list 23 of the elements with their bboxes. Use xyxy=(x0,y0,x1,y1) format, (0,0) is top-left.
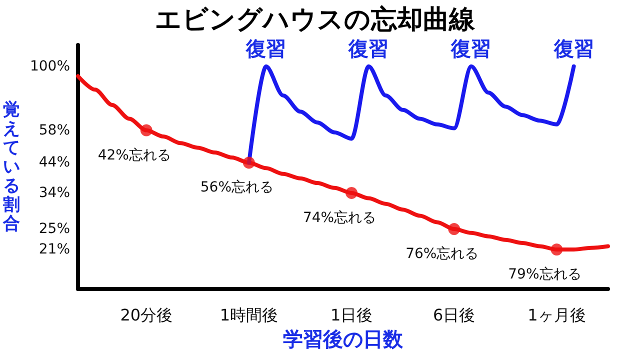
annotation: 42%忘れる xyxy=(98,146,171,164)
annotation: 56%忘れる xyxy=(200,178,274,196)
annotation: 79%忘れる xyxy=(508,266,582,283)
annotation: 復習 xyxy=(245,36,286,60)
y-tick-label: 44% xyxy=(38,154,70,171)
x-axis-title: 学習後の日数 xyxy=(283,327,404,351)
x-tick-label: 1ヶ月後 xyxy=(528,306,586,324)
x-tick-label: 20分後 xyxy=(120,306,173,324)
annotation: 74%忘れる xyxy=(302,208,376,226)
y-tick-label: 21% xyxy=(38,242,70,258)
annotation: 復習 xyxy=(450,36,492,60)
annotation: 復習 xyxy=(552,36,594,60)
y-tick-label: 25% xyxy=(38,221,70,238)
chart-title: エビングハウスの忘却曲線 xyxy=(155,5,476,35)
y-tick-label: 100% xyxy=(30,58,70,74)
annotation: 76%忘れる xyxy=(406,245,479,262)
y-axis-title: 覚えている割合 xyxy=(2,100,20,234)
x-tick-label: 1時間後 xyxy=(220,306,278,324)
x-tick-label: 1日後 xyxy=(330,306,373,324)
annotation: 復習 xyxy=(348,36,389,60)
y-tick-label: 58% xyxy=(38,122,70,138)
x-tick-label: 6日後 xyxy=(433,306,476,324)
y-tick-label: 34% xyxy=(38,184,70,201)
